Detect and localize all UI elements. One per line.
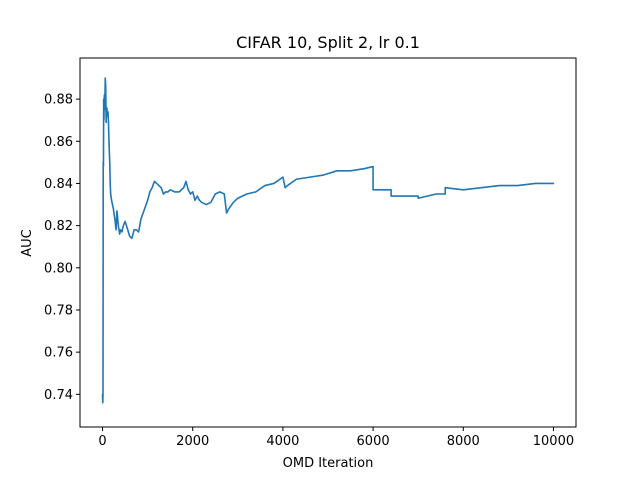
series-layer [101,77,555,404]
x-tick-label: 4000 [266,434,299,449]
x-tick-label: 0 [98,434,106,449]
x-tick-label: 10000 [533,434,574,449]
chart-title: CIFAR 10, Split 2, lr 0.1 [236,33,420,52]
x-tick-label: 8000 [447,434,480,449]
y-axis-label: AUC [20,229,35,257]
y-tick-label: 0.74 [44,388,73,403]
y-tick-label: 0.84 [44,177,73,192]
y-tick-label: 0.80 [44,261,73,276]
x-tick-label: 2000 [176,434,209,449]
y-tick-label: 0.88 [44,93,73,108]
y-tick-label: 0.76 [44,346,73,361]
y-tick-label: 0.86 [44,135,73,150]
auc-series-line [101,77,555,404]
x-tick-label: 6000 [357,434,390,449]
axes-ticks: 0 2000 4000 6000 8000 10000 0.74 0.76 0.78 0.80 0.… [44,93,574,449]
y-tick-label: 0.78 [44,303,73,318]
y-tick-label: 0.82 [44,219,73,234]
x-axis-label: OMD Iteration [283,456,374,471]
plot-frame [79,57,577,428]
